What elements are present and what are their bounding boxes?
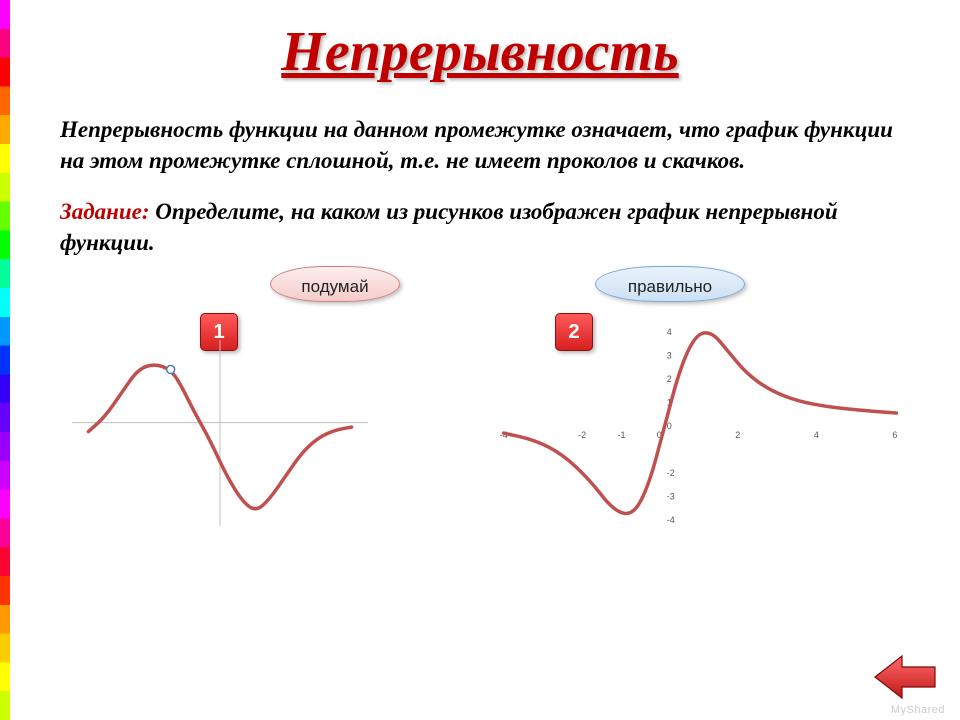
watermark: MyShared	[891, 704, 945, 716]
svg-text:-2: -2	[578, 430, 586, 440]
cloud-think-text: подумай	[301, 277, 368, 296]
chart-2: -4-3-201234-4-2-10246	[470, 306, 930, 546]
svg-text:4: 4	[814, 430, 819, 440]
cloud-correct: правильно	[595, 266, 745, 302]
cloud-think: подумай	[270, 266, 400, 302]
task-body: Определите, на каком из рисунков изображ…	[60, 199, 838, 255]
svg-text:0: 0	[667, 421, 672, 431]
svg-text:2: 2	[735, 430, 740, 440]
arrow-left-icon	[870, 650, 940, 705]
charts-area: подумай правильно 1 2 -4-3-201234-4-2-10…	[20, 268, 940, 568]
task-paragraph: Задание: Определите, на каком из рисунко…	[60, 196, 900, 258]
svg-text:4: 4	[667, 327, 672, 337]
nav-back-arrow[interactable]	[870, 650, 940, 705]
svg-text:3: 3	[667, 351, 672, 361]
svg-text:-2: -2	[667, 468, 675, 478]
svg-text:-3: -3	[667, 492, 675, 502]
svg-text:-1: -1	[617, 430, 625, 440]
rainbow-sidebar	[0, 0, 10, 720]
svg-text:-4: -4	[667, 515, 675, 525]
slide-content: Непрерывность Непрерывность функции на д…	[20, 0, 940, 720]
cloud-correct-text: правильно	[628, 277, 712, 296]
svg-text:2: 2	[667, 374, 672, 384]
definition-paragraph: Непрерывность функции на данном промежут…	[60, 114, 900, 176]
svg-text:6: 6	[892, 430, 897, 440]
page-title: Непрерывность	[20, 20, 940, 84]
task-label: Задание:	[60, 199, 150, 224]
chart-1	[60, 328, 380, 538]
chart-2-svg: -4-3-201234-4-2-10246	[470, 306, 930, 546]
chart-1-svg	[60, 328, 380, 538]
